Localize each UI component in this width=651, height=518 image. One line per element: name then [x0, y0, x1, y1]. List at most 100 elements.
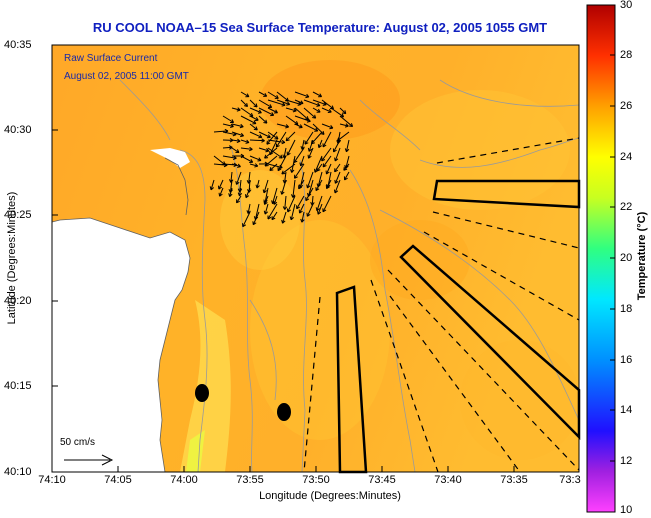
- legend-line-1: Raw Surface Current: [64, 53, 158, 64]
- current-vector: [267, 107, 278, 114]
- current-vector-head: [344, 110, 347, 114]
- current-vector: [286, 139, 296, 156]
- current-vector-head: [333, 149, 337, 153]
- current-vector-head: [269, 167, 272, 171]
- current-vector-head: [253, 105, 258, 108]
- current-vector: [306, 203, 314, 217]
- current-vector-head: [305, 96, 309, 99]
- current-vector-head: [282, 102, 286, 106]
- current-vector-head: [265, 150, 269, 153]
- current-vector-head: [291, 169, 295, 173]
- current-vector: [343, 163, 350, 171]
- colorbar-label: Temperature (°C): [636, 211, 648, 301]
- current-vector: [303, 99, 321, 107]
- current-vector-head: [285, 126, 289, 129]
- current-vector-head: [266, 148, 270, 152]
- current-vector-head: [284, 206, 288, 210]
- current-vector: [322, 155, 332, 168]
- current-vector: [264, 187, 269, 204]
- current-vector-head: [239, 126, 244, 129]
- current-vector: [299, 203, 305, 214]
- current-vector-head: [318, 145, 322, 149]
- land-mass: [52, 148, 190, 472]
- xtick-label: 74:05: [104, 474, 132, 486]
- ytick-label: 40:35: [4, 39, 32, 51]
- current-vector-head: [224, 128, 229, 132]
- current-vector-head: [264, 154, 267, 159]
- current-vector-head: [237, 107, 241, 111]
- current-vector-head: [298, 186, 303, 190]
- current-vector: [276, 99, 290, 105]
- xtick-label: 73:35: [500, 474, 528, 486]
- current-vector-head: [257, 112, 262, 114]
- ytick-label: 40:30: [4, 124, 32, 136]
- current-vector: [337, 131, 350, 142]
- current-vector-head: [257, 159, 262, 162]
- current-vector-head: [287, 152, 291, 156]
- colorbar-tick-label: 30: [620, 0, 633, 11]
- current-vector-head: [265, 119, 268, 124]
- current-vector-head: [344, 177, 348, 181]
- current-vector-head: [244, 105, 248, 107]
- current-vector-head: [248, 148, 253, 152]
- current-vector-head: [322, 130, 325, 135]
- current-vector-head: [300, 218, 303, 223]
- current-vector: [240, 99, 248, 107]
- current-vector: [267, 203, 278, 220]
- current-vector-head: [317, 210, 319, 215]
- current-vector: [285, 107, 297, 112]
- current-vector: [294, 115, 311, 122]
- current-vector-head: [334, 169, 339, 173]
- current-vector-head: [299, 210, 303, 214]
- current-vector: [230, 171, 233, 183]
- current-vector-head: [306, 120, 311, 123]
- current-vector-head: [218, 192, 221, 197]
- current-vector: [249, 107, 262, 114]
- current-vector: [312, 99, 327, 106]
- current-vector: [317, 171, 323, 188]
- current-vector-head: [236, 109, 241, 112]
- current-vector-head: [304, 118, 309, 121]
- current-vector-head: [269, 104, 273, 108]
- current-vector: [339, 123, 349, 127]
- current-vector-head: [281, 170, 284, 175]
- current-vector-head: [230, 125, 234, 129]
- current-vector: [312, 107, 321, 113]
- current-vector-head: [296, 206, 301, 210]
- ytick-label: 40:20: [4, 295, 32, 307]
- current-vector-head: [254, 165, 258, 168]
- current-vector: [240, 107, 254, 117]
- current-vector-head: [248, 189, 252, 193]
- current-vector-head: [228, 193, 231, 197]
- scale-arrow: [64, 454, 114, 466]
- current-vector: [249, 123, 258, 131]
- current-vector: [248, 171, 251, 184]
- current-vector: [231, 131, 244, 137]
- current-vector-head: [315, 188, 320, 192]
- current-vector-head: [326, 171, 330, 175]
- current-vector-head: [240, 135, 244, 138]
- current-vector: [318, 139, 323, 148]
- y-axis-label: Latitude (Degrees:Minutes): [6, 191, 18, 325]
- current-vector: [334, 171, 341, 184]
- current-vector-head: [280, 154, 283, 159]
- xtick-label: 73:50: [302, 474, 330, 486]
- current-vector: [321, 123, 334, 129]
- current-vector: [276, 123, 289, 128]
- current-vector: [303, 107, 316, 119]
- current-vector: [271, 211, 278, 220]
- current-vector-head: [278, 167, 283, 170]
- current-vector: [315, 179, 323, 191]
- current-vector: [285, 99, 302, 106]
- current-vector: [314, 155, 323, 173]
- current-vector-head: [320, 133, 325, 135]
- current-vector-head: [308, 155, 312, 159]
- current-vector-head: [231, 119, 235, 123]
- current-vector-head: [275, 109, 278, 114]
- current-vector-head: [209, 186, 212, 190]
- current-vector-head: [245, 195, 250, 199]
- current-vector: [267, 131, 279, 140]
- current-vector-head: [277, 168, 282, 172]
- current-vector: [339, 115, 353, 127]
- current-vector: [275, 131, 287, 148]
